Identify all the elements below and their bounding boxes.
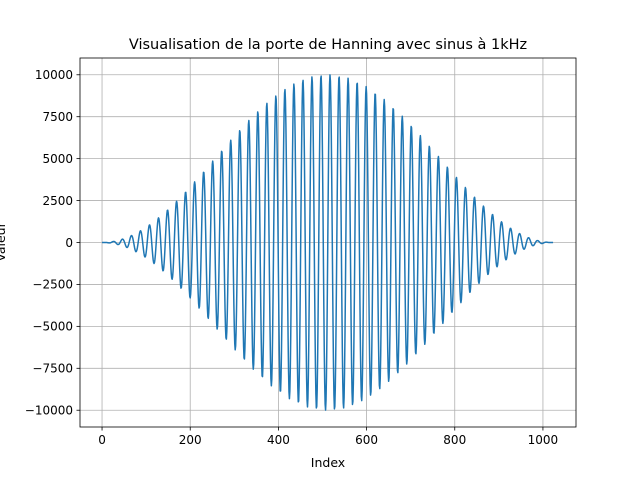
y-tick-label: 5000 bbox=[42, 152, 73, 166]
y-tick-label: 0 bbox=[65, 236, 73, 250]
x-tick-label: 1000 bbox=[528, 433, 559, 447]
y-tick-label: −5000 bbox=[32, 320, 73, 334]
x-tick-label: 0 bbox=[98, 433, 106, 447]
series-group bbox=[101, 74, 554, 411]
x-tick-label: 600 bbox=[355, 433, 378, 447]
chart-title: Visualisation de la porte de Hanning ave… bbox=[129, 37, 527, 53]
y-axis-label: Valeur bbox=[0, 221, 8, 261]
y-tick-label: 2500 bbox=[42, 194, 73, 208]
x-tick-label: 200 bbox=[179, 433, 202, 447]
y-tick-label: −7500 bbox=[32, 362, 73, 376]
x-axis: 0 200 400 600 800 1000 bbox=[98, 427, 558, 447]
y-tick-label: −2500 bbox=[32, 278, 73, 292]
y-tick-label: −10000 bbox=[25, 404, 73, 418]
x-tick-label: 400 bbox=[267, 433, 290, 447]
x-tick-label: 800 bbox=[443, 433, 466, 447]
y-axis: 10000 7500 5000 2500 0 −2500 −5000 −7500 −10000 bbox=[25, 68, 80, 418]
x-axis-label: Index bbox=[311, 455, 345, 470]
y-tick-label: 10000 bbox=[35, 68, 73, 82]
y-tick-label: 7500 bbox=[42, 110, 73, 124]
series-line bbox=[101, 74, 554, 411]
